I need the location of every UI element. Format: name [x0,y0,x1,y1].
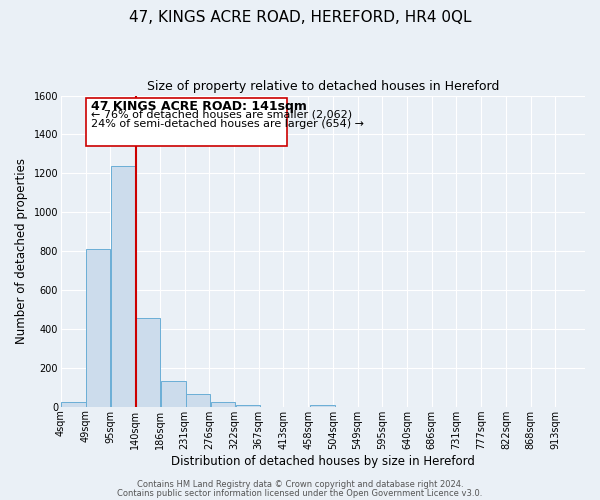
Text: 47 KINGS ACRE ROAD: 141sqm: 47 KINGS ACRE ROAD: 141sqm [91,100,307,113]
Text: ← 76% of detached houses are smaller (2,062): ← 76% of detached houses are smaller (2,… [91,110,352,120]
Bar [186,394,210,406]
Bar [111,166,136,406]
Bar [136,318,160,406]
FancyBboxPatch shape [86,98,287,146]
Y-axis label: Number of detached properties: Number of detached properties [15,158,28,344]
Bar [236,404,260,406]
Text: Contains HM Land Registry data © Crown copyright and database right 2024.: Contains HM Land Registry data © Crown c… [137,480,463,489]
Text: Contains public sector information licensed under the Open Government Licence v3: Contains public sector information licen… [118,489,482,498]
X-axis label: Distribution of detached houses by size in Hereford: Distribution of detached houses by size … [171,454,475,468]
Bar [211,402,235,406]
Text: 47, KINGS ACRE ROAD, HEREFORD, HR4 0QL: 47, KINGS ACRE ROAD, HEREFORD, HR4 0QL [129,10,471,25]
Bar [61,402,86,406]
Title: Size of property relative to detached houses in Hereford: Size of property relative to detached ho… [147,80,499,93]
Bar [86,249,110,406]
Bar [310,404,335,406]
Bar [161,382,185,406]
Text: 24% of semi-detached houses are larger (654) →: 24% of semi-detached houses are larger (… [91,120,364,130]
